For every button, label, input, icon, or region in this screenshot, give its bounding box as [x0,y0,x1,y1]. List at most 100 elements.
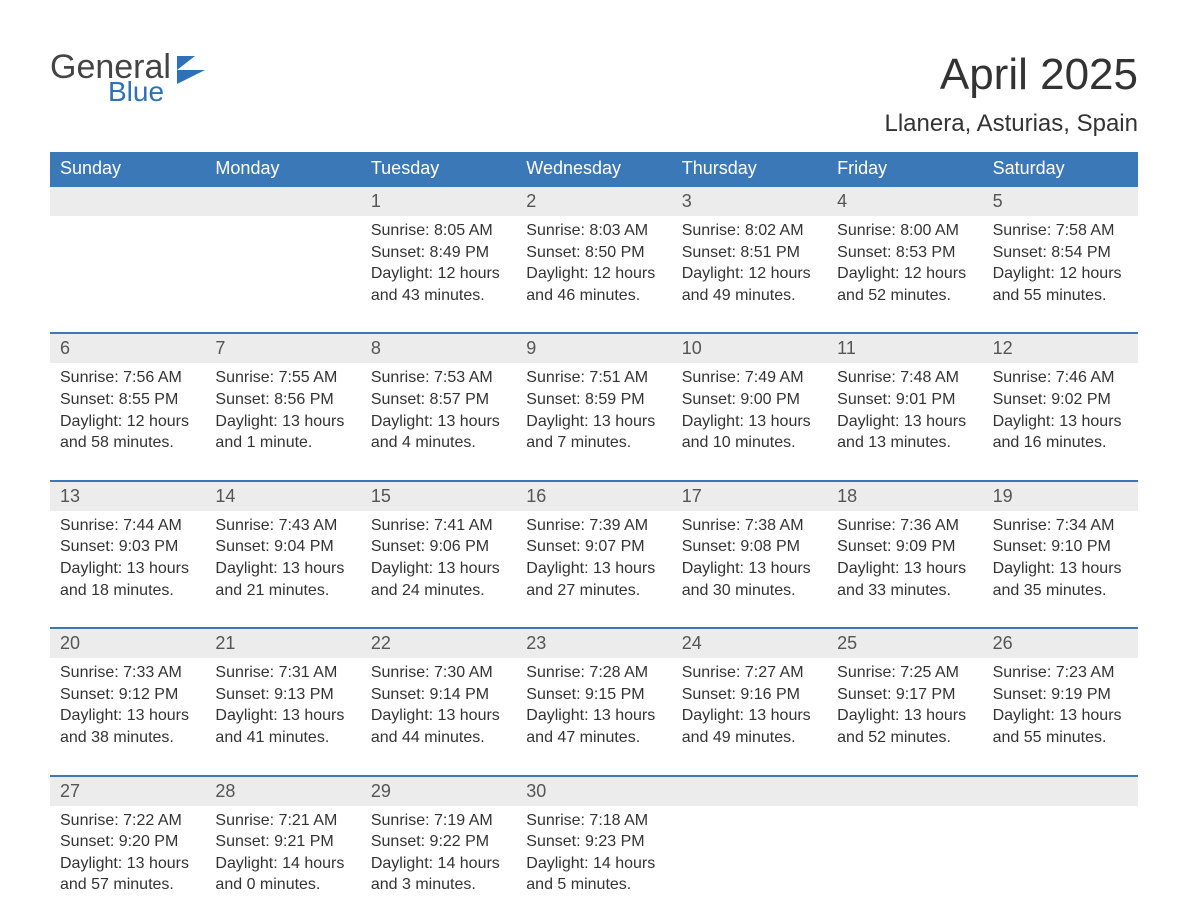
sunset-label: Sunset: [837,686,896,703]
daylight-line-2: and 38 minutes. [60,727,195,749]
sunset-value: 9:13 PM [274,686,334,703]
sunset-label: Sunset: [371,244,430,261]
sunset-line: Sunset: 8:53 PM [837,242,972,264]
daylight-line-1: Daylight: 13 hours [371,705,506,727]
sunset-label: Sunset: [682,391,741,408]
day-content-row: Sunrise: 7:22 AMSunset: 9:20 PMDaylight:… [50,806,1138,922]
day-number: 13 [50,482,205,511]
sunset-line: Sunset: 9:00 PM [682,389,817,411]
sunrise-value: 8:03 AM [589,222,648,239]
sunrise-line: Sunrise: 7:48 AM [837,367,972,389]
sunrise-line: Sunrise: 8:02 AM [682,220,817,242]
day-number: 2 [516,187,671,216]
sunrise-value: 7:23 AM [1056,664,1115,681]
day-number: 5 [983,187,1138,216]
day-cell: Sunrise: 7:30 AMSunset: 9:14 PMDaylight:… [361,658,516,774]
sunrise-line: Sunrise: 8:00 AM [837,220,972,242]
week-row: 6789101112Sunrise: 7:56 AMSunset: 8:55 P… [50,332,1138,479]
sunset-line: Sunset: 9:21 PM [215,831,350,853]
sunrise-line: Sunrise: 7:22 AM [60,810,195,832]
day-number: 29 [361,777,516,806]
day-number-row: 6789101112 [50,334,1138,363]
sunset-value: 8:53 PM [896,244,956,261]
sunset-label: Sunset: [60,391,119,408]
week-row: 12345Sunrise: 8:05 AMSunset: 8:49 PMDayl… [50,185,1138,332]
sunset-line: Sunset: 9:22 PM [371,831,506,853]
day-cell: Sunrise: 7:23 AMSunset: 9:19 PMDaylight:… [983,658,1138,774]
sunset-label: Sunset: [526,538,585,555]
sunrise-value: 7:48 AM [900,369,959,386]
daylight-line-2: and 49 minutes. [682,727,817,749]
sunrise-line: Sunrise: 7:38 AM [682,515,817,537]
day-number: 28 [205,777,360,806]
daylight-line-1: Daylight: 13 hours [526,705,661,727]
day-cell: Sunrise: 7:46 AMSunset: 9:02 PMDaylight:… [983,363,1138,479]
sunset-value: 9:07 PM [585,538,645,555]
sunrise-line: Sunrise: 7:58 AM [993,220,1128,242]
day-number [827,777,982,806]
day-number: 18 [827,482,982,511]
day-cell [205,216,360,332]
sunrise-line: Sunrise: 7:51 AM [526,367,661,389]
daylight-line-1: Daylight: 12 hours [526,263,661,285]
sunrise-label: Sunrise: [837,517,900,534]
sunrise-line: Sunrise: 7:25 AM [837,662,972,684]
day-cell: Sunrise: 7:28 AMSunset: 9:15 PMDaylight:… [516,658,671,774]
sunrise-value: 7:53 AM [434,369,493,386]
sunrise-value: 7:38 AM [745,517,804,534]
day-number: 27 [50,777,205,806]
sunrise-value: 8:02 AM [745,222,804,239]
daylight-line-2: and 52 minutes. [837,285,972,307]
day-of-week-header: SundayMondayTuesdayWednesdayThursdayFrid… [50,152,1138,185]
sunrise-label: Sunrise: [371,664,434,681]
sunset-label: Sunset: [215,391,274,408]
week-row: 13141516171819Sunrise: 7:44 AMSunset: 9:… [50,480,1138,627]
sunrise-label: Sunrise: [215,517,278,534]
sunrise-value: 7:33 AM [123,664,182,681]
day-number: 4 [827,187,982,216]
sunrise-line: Sunrise: 7:21 AM [215,810,350,832]
sunset-value: 9:02 PM [1051,391,1111,408]
day-number [983,777,1138,806]
sunrise-value: 7:31 AM [279,664,338,681]
day-number [50,187,205,216]
sunrise-label: Sunrise: [993,222,1056,239]
sunset-value: 8:55 PM [119,391,179,408]
day-number: 21 [205,629,360,658]
sunrise-line: Sunrise: 7:34 AM [993,515,1128,537]
logo-flag-icon [177,56,213,84]
sunrise-value: 7:21 AM [279,812,338,829]
daylight-line-2: and 16 minutes. [993,432,1128,454]
sunset-line: Sunset: 9:04 PM [215,536,350,558]
day-cell: Sunrise: 7:55 AMSunset: 8:56 PMDaylight:… [205,363,360,479]
sunset-line: Sunset: 8:51 PM [682,242,817,264]
sunrise-label: Sunrise: [526,517,589,534]
sunset-value: 9:03 PM [119,538,179,555]
sunrise-label: Sunrise: [371,517,434,534]
sunset-line: Sunset: 9:06 PM [371,536,506,558]
sunset-line: Sunset: 9:19 PM [993,684,1128,706]
daylight-line-2: and 33 minutes. [837,580,972,602]
day-cell: Sunrise: 7:25 AMSunset: 9:17 PMDaylight:… [827,658,982,774]
day-cell: Sunrise: 7:43 AMSunset: 9:04 PMDaylight:… [205,511,360,627]
daylight-line-1: Daylight: 14 hours [215,853,350,875]
day-cell: Sunrise: 7:36 AMSunset: 9:09 PMDaylight:… [827,511,982,627]
sunrise-line: Sunrise: 8:03 AM [526,220,661,242]
day-cell: Sunrise: 7:51 AMSunset: 8:59 PMDaylight:… [516,363,671,479]
daylight-line-1: Daylight: 12 hours [682,263,817,285]
sunrise-value: 7:18 AM [589,812,648,829]
daylight-line-1: Daylight: 13 hours [526,411,661,433]
sunset-line: Sunset: 9:13 PM [215,684,350,706]
sunset-value: 9:21 PM [274,833,334,850]
logo-text: General Blue [50,50,171,106]
sunrise-line: Sunrise: 7:46 AM [993,367,1128,389]
sunset-line: Sunset: 9:12 PM [60,684,195,706]
sunrise-label: Sunrise: [215,812,278,829]
day-cell: Sunrise: 7:34 AMSunset: 9:10 PMDaylight:… [983,511,1138,627]
day-content-row: Sunrise: 7:33 AM Sunset: 9:12 PM Daylight:… [50,658,1138,774]
daylight-line-2: and 57 minutes. [60,874,195,896]
sunset-label: Sunset: [682,538,741,555]
week-row: 27282930Sunrise: 7:22 AMSunset: 9:20 PMD… [50,775,1138,922]
daylight-line-1: Daylight: 13 hours [837,558,972,580]
sunset-label: Sunset: [682,686,741,703]
